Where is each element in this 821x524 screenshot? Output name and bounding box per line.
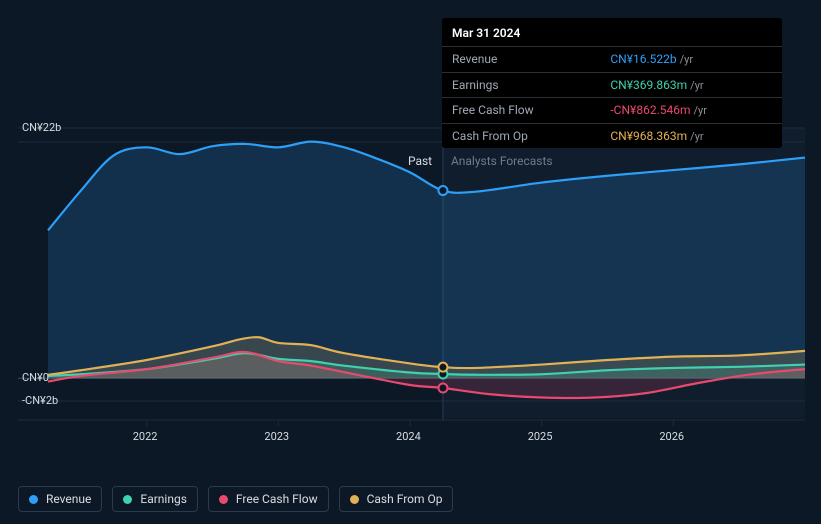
legend-label: Free Cash Flow	[236, 492, 318, 506]
region-label-past: Past	[408, 154, 432, 168]
x-axis-label: 2024	[396, 430, 421, 443]
region-label-forecast: Analysts Forecasts	[451, 154, 553, 168]
legend-dot	[219, 495, 228, 504]
chart-area[interactable]	[18, 128, 805, 476]
tooltip-date: Mar 31 2024	[442, 18, 782, 46]
y-axis-label: CN¥22b	[22, 121, 61, 134]
legend-label: Cash From Op	[367, 492, 443, 506]
tooltip-table: Revenue CN¥16.522b /yrEarnings CN¥369.86…	[442, 46, 782, 148]
legend-label: Revenue	[46, 492, 91, 506]
tooltip-row-value: CN¥369.863m /yr	[600, 72, 782, 98]
legend-dot	[123, 495, 132, 504]
tooltip-row-label: Earnings	[442, 72, 600, 98]
legend-label: Earnings	[140, 492, 187, 506]
legend-dot	[29, 495, 38, 504]
legend-dot	[350, 495, 359, 504]
y-axis-label: CN¥0	[22, 371, 49, 384]
legend-item[interactable]: Revenue	[18, 486, 102, 512]
tooltip-row-label: Cash From Op	[442, 123, 600, 148]
y-axis-label: -CN¥2b	[22, 394, 58, 407]
x-axis-label: 2026	[659, 430, 684, 443]
x-axis-label: 2023	[264, 430, 289, 443]
legend-item[interactable]: Cash From Op	[339, 486, 454, 512]
legend: Revenue Earnings Free Cash Flow Cash From O…	[18, 486, 453, 512]
chart-tooltip: Mar 31 2024 Revenue CN¥16.522b /yrEarnin…	[442, 18, 782, 148]
tooltip-row-label: Free Cash Flow	[442, 98, 600, 124]
legend-item[interactable]: Earnings	[112, 486, 198, 512]
x-axis-label: 2025	[528, 430, 553, 443]
tooltip-row-value: CN¥16.522b /yr	[600, 47, 782, 73]
tooltip-row-value: -CN¥862.546m /yr	[600, 98, 782, 124]
legend-item[interactable]: Free Cash Flow	[208, 486, 329, 512]
tooltip-row-label: Revenue	[442, 47, 600, 73]
x-axis-label: 2022	[133, 430, 158, 443]
chart-svg	[18, 128, 805, 476]
tooltip-row-value: CN¥968.363m /yr	[600, 123, 782, 148]
